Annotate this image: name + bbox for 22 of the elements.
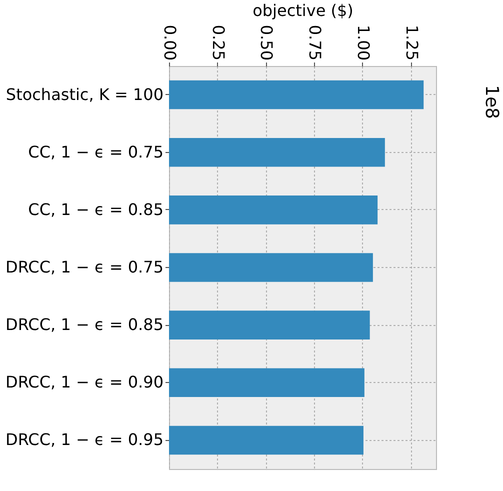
x-tick-label: 1.25	[402, 24, 422, 60]
y-tick-label: DRCC, 1 − ϵ = 0.85	[6, 315, 164, 334]
bar	[169, 310, 370, 340]
x-tick-label: 0.75	[306, 24, 325, 60]
y-tick-label: DRCC, 1 − ϵ = 0.75	[6, 258, 164, 276]
x-tick-label: 0.25	[208, 24, 228, 60]
y-tick-label: DRCC, 1 − ϵ = 0.95	[6, 430, 164, 450]
x-tick-label: 0.50	[257, 24, 276, 60]
bar	[169, 253, 373, 282]
text: 1e8	[481, 85, 502, 119]
x-tick-label: 0.00	[160, 24, 180, 60]
y-tick-label: CC, 1 − ϵ = 0.85	[28, 200, 164, 219]
bar	[169, 138, 385, 167]
y-tick-label: Stochastic, K = 100	[6, 84, 164, 104]
bar	[169, 196, 378, 224]
x-axis-title: objective ($)	[252, 0, 354, 20]
y-tick-label: CC, 1 − ϵ = 0.75	[28, 142, 164, 162]
bar	[169, 368, 364, 398]
y-tick-label: DRCC, 1 − ϵ = 0.90	[6, 372, 164, 392]
bar	[169, 426, 364, 455]
bar	[169, 80, 424, 110]
x-tick-label: 1.00	[354, 24, 373, 60]
